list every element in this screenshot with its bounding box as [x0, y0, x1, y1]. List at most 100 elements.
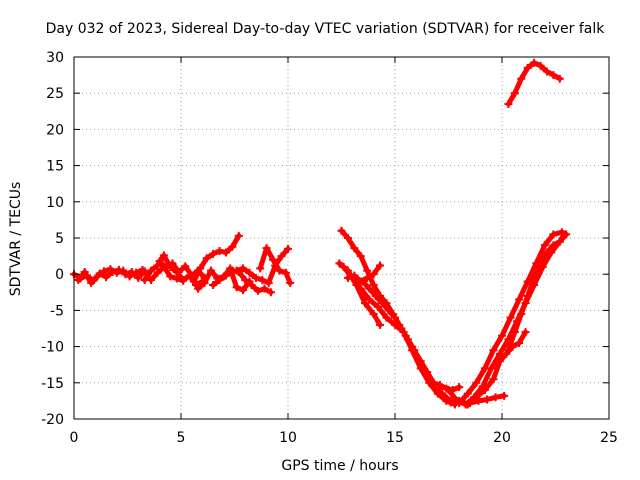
y-tick-label: 15	[46, 159, 64, 175]
data-point	[206, 266, 215, 275]
x-tick-label: 0	[70, 430, 79, 446]
data-point	[523, 63, 532, 72]
data-point	[138, 265, 147, 274]
data-point	[523, 291, 532, 300]
data-point	[269, 255, 278, 264]
data-point	[174, 268, 183, 277]
data-point	[93, 272, 102, 281]
data-point	[376, 320, 385, 329]
series-group	[70, 58, 571, 409]
data-point	[376, 261, 385, 270]
data-point	[209, 249, 218, 258]
data-point	[391, 320, 399, 329]
data-point	[209, 281, 218, 290]
data-point	[438, 389, 447, 398]
data-point	[536, 61, 545, 70]
series-line-arc-19	[505, 231, 569, 353]
y-tick-label: 10	[46, 195, 64, 211]
data-point	[474, 396, 483, 405]
data-point	[102, 273, 111, 282]
data-point	[384, 306, 393, 315]
data-point	[356, 252, 365, 261]
data-point	[194, 284, 203, 293]
data-point	[489, 375, 498, 384]
x-tick-label: 15	[386, 430, 404, 446]
data-point	[155, 257, 164, 266]
y-tick-label: 30	[46, 50, 64, 66]
data-point	[429, 378, 438, 387]
data-point	[241, 275, 250, 284]
data-point	[343, 234, 352, 242]
data-point	[369, 281, 378, 290]
data-point	[378, 299, 387, 308]
data-point	[483, 395, 492, 404]
data-point	[99, 267, 108, 276]
data-point	[416, 364, 425, 373]
data-point	[491, 393, 500, 402]
data-point	[444, 386, 453, 395]
data-point	[74, 275, 83, 284]
x-tick-label: 10	[279, 430, 297, 446]
y-tick-label: 0	[55, 267, 64, 283]
data-point	[555, 237, 564, 246]
data-point	[119, 266, 128, 275]
data-point	[286, 278, 295, 287]
data-point	[200, 278, 209, 287]
data-point	[369, 310, 378, 319]
data-point	[106, 265, 115, 274]
chart-title: Day 032 of 2023, Sidereal Day-to-day VTE…	[46, 21, 606, 37]
grid	[74, 57, 609, 419]
x-tick-label: 25	[600, 430, 618, 446]
x-tick-label: 5	[177, 430, 186, 446]
data-point	[536, 259, 545, 268]
data-point	[455, 383, 464, 392]
data-point	[264, 278, 273, 287]
data-point	[549, 230, 558, 239]
data-point	[284, 244, 292, 253]
data-point	[399, 328, 408, 337]
data-point	[181, 262, 190, 271]
data-point	[391, 313, 399, 322]
data-point	[215, 275, 224, 284]
data-point	[382, 313, 391, 322]
data-point	[549, 71, 558, 80]
data-point	[168, 259, 177, 268]
data-point	[275, 266, 284, 275]
data-point	[487, 364, 496, 373]
data-point	[510, 89, 519, 98]
data-point	[339, 262, 348, 271]
data-point	[549, 241, 558, 250]
data-point	[134, 273, 143, 282]
x-tick-label: 20	[493, 430, 511, 446]
data-point	[358, 277, 367, 286]
data-point	[350, 244, 359, 253]
y-axis-label: SDTVAR / TECUs	[8, 182, 24, 297]
data-point	[542, 248, 551, 257]
data-point	[356, 284, 365, 293]
axis-ticks: 0 5 10 15 20 25 -20 -15 -10 -5 0 5 10 15 20 25 30	[41, 50, 618, 446]
data-point	[540, 241, 549, 250]
data-point	[247, 281, 256, 290]
data-point	[408, 346, 417, 355]
data-point	[153, 268, 162, 277]
y-tick-label: 25	[46, 86, 64, 102]
y-tick-label: 5	[55, 231, 64, 247]
data-point	[515, 338, 524, 347]
data-point	[335, 259, 344, 268]
data-point	[455, 396, 464, 405]
data-point	[147, 266, 156, 275]
x-axis-label: GPS time / hours	[281, 458, 398, 474]
data-point	[369, 270, 378, 279]
data-point	[232, 283, 241, 292]
data-point	[361, 299, 370, 308]
data-point	[373, 302, 382, 311]
data-point	[254, 286, 263, 295]
data-point	[258, 275, 267, 284]
data-point	[232, 266, 241, 275]
data-point	[517, 310, 526, 319]
data-point	[196, 264, 205, 273]
data-point	[221, 271, 230, 280]
data-point	[506, 313, 515, 322]
data-point	[112, 268, 121, 277]
data-point	[489, 346, 498, 355]
